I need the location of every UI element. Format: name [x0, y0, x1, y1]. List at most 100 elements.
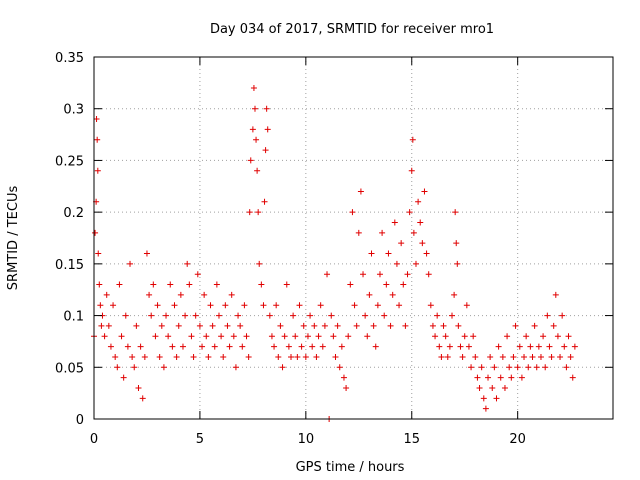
data-point	[163, 312, 170, 319]
data-point	[452, 209, 459, 216]
data-point	[561, 343, 568, 350]
data-point	[254, 167, 261, 174]
data-point	[186, 281, 193, 288]
data-point	[454, 260, 461, 267]
data-point	[232, 364, 239, 371]
data-point	[381, 312, 388, 319]
data-point	[146, 291, 153, 298]
data-point	[451, 291, 458, 298]
data-point	[222, 302, 229, 309]
data-point	[548, 353, 555, 360]
y-tick-label: 0.3	[63, 103, 84, 118]
data-points	[91, 85, 578, 422]
data-point	[533, 364, 540, 371]
data-point	[304, 333, 311, 340]
data-point	[290, 312, 297, 319]
data-point	[264, 126, 271, 133]
data-point	[298, 343, 305, 350]
data-point	[552, 291, 559, 298]
data-point	[296, 302, 303, 309]
data-point	[542, 364, 549, 371]
data-point	[263, 105, 270, 112]
data-point	[220, 353, 227, 360]
data-point	[546, 343, 553, 350]
data-point	[499, 353, 506, 360]
data-point	[120, 374, 127, 381]
data-point	[192, 312, 199, 319]
data-point	[158, 322, 165, 329]
data-point	[385, 250, 392, 257]
data-point	[319, 343, 326, 350]
data-point	[512, 322, 519, 329]
data-point	[137, 343, 144, 350]
data-point	[521, 353, 528, 360]
data-point	[330, 333, 337, 340]
data-point	[302, 353, 309, 360]
data-point	[328, 312, 335, 319]
data-point	[273, 302, 280, 309]
data-point	[103, 291, 110, 298]
data-point	[516, 343, 523, 350]
data-point	[567, 353, 574, 360]
data-point	[442, 333, 449, 340]
data-point	[345, 333, 352, 340]
y-tick-label: 0.1	[63, 310, 84, 325]
data-point	[211, 343, 218, 350]
data-point	[531, 322, 538, 329]
data-point	[527, 343, 534, 350]
data-point	[449, 312, 456, 319]
axis-ticks: 0 0.05 0.1 0.15 0.2 0.25 0.3 0.35 0 5 10 15 20	[55, 51, 613, 447]
data-point	[569, 374, 576, 381]
y-tick-label: 0.25	[55, 154, 84, 169]
data-point	[510, 353, 517, 360]
chart-title: Day 034 of 2017, SRMTID for receiver mro…	[210, 22, 494, 37]
data-point	[480, 395, 487, 402]
data-point	[129, 353, 136, 360]
data-point	[309, 343, 316, 350]
data-point	[409, 136, 416, 143]
data-point	[383, 281, 390, 288]
data-point	[557, 353, 564, 360]
y-tick-label: 0.2	[63, 206, 84, 221]
data-point	[243, 333, 250, 340]
data-point	[332, 353, 339, 360]
data-point	[491, 364, 498, 371]
x-tick-label: 20	[509, 432, 526, 447]
data-point	[468, 364, 475, 371]
data-point	[497, 374, 504, 381]
data-point	[489, 384, 496, 391]
data-point	[292, 333, 299, 340]
data-point	[188, 333, 195, 340]
data-point	[116, 281, 123, 288]
y-tick-label: 0.35	[55, 51, 84, 66]
data-point	[402, 322, 409, 329]
data-point	[246, 209, 253, 216]
data-point	[379, 229, 386, 236]
data-point	[281, 333, 288, 340]
data-point	[434, 312, 441, 319]
data-point	[514, 364, 521, 371]
data-point	[459, 353, 466, 360]
data-point	[150, 281, 157, 288]
data-point	[334, 322, 341, 329]
data-point	[131, 364, 138, 371]
data-point	[525, 364, 532, 371]
data-point	[253, 136, 260, 143]
data-point	[97, 302, 104, 309]
data-point	[311, 322, 318, 329]
data-point	[255, 209, 262, 216]
data-point	[438, 353, 445, 360]
data-point	[391, 219, 398, 226]
data-point	[508, 374, 515, 381]
data-point	[368, 250, 375, 257]
data-point	[271, 343, 278, 350]
data-point	[93, 116, 100, 123]
data-point	[398, 240, 405, 247]
data-point	[250, 85, 257, 92]
data-point	[95, 250, 102, 257]
data-point	[412, 260, 419, 267]
x-axis-label: GPS time / hours	[296, 460, 405, 475]
data-point	[432, 333, 439, 340]
plot-frame	[93, 56, 614, 420]
